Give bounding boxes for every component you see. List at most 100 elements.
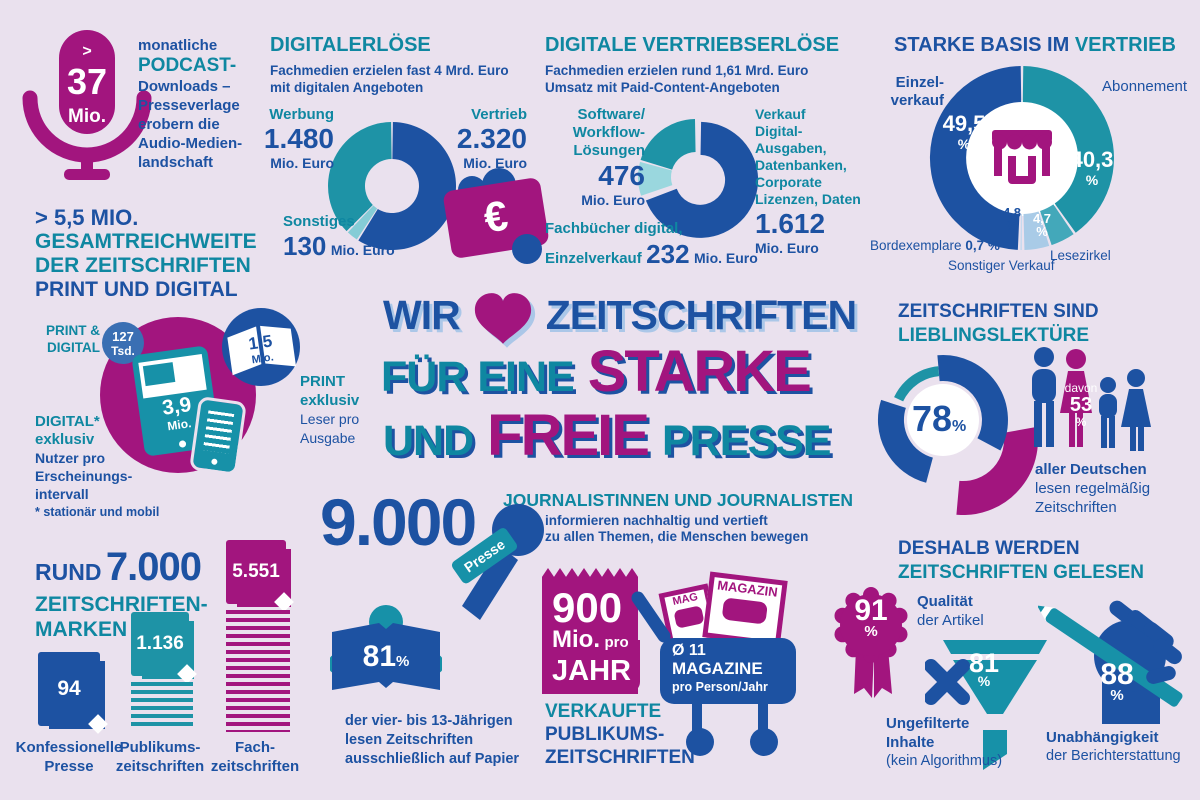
lesezirkel-pct-value: 4,7 [1032, 211, 1052, 226]
reichweite-h3: DER ZEITSCHRIFTEN [35, 254, 251, 277]
bordexemplare-label-text: Bordexemplare [870, 238, 962, 253]
ungefiltert-pct: 81 % [962, 650, 1006, 689]
podcast-gt: > [82, 43, 91, 60]
podcast-line: monatliche [138, 37, 218, 54]
einzelverkauf-label-1: Einzel- [895, 74, 944, 91]
label-line: Publikums- [119, 739, 201, 756]
basis-heading-2: VERTRIEB [1074, 34, 1176, 56]
verkauf-label: Verkauf [755, 106, 806, 122]
vertrieb-label-block: Vertrieb 2.320 Mio. Euro [445, 106, 527, 171]
digital-exklusiv-1: DIGITAL* [35, 413, 100, 430]
percent-sign: % [864, 623, 878, 640]
gruende-h2: ZEITSCHRIFTEN GELESEN [898, 562, 1144, 583]
lieblings-heading: ZEITSCHRIFTEN SIND LIEBLINGSLEKTÜRE [898, 300, 1099, 348]
slogan-zeitschriften: ZEITSCHRIFTEN [545, 292, 857, 338]
davon-value: 53 [1069, 394, 1093, 416]
print-digital-value: 127 [112, 329, 134, 344]
sonstiges-label: Sonstiges [283, 213, 355, 230]
digital-exklusiv-2: exklusiv [35, 431, 95, 448]
lieblings-pct-value: 78 [912, 398, 953, 439]
phone-icon [188, 396, 248, 476]
einzelverkauf-label: Einzel- verkauf [872, 74, 944, 110]
press-microphone-icon: Presse [451, 504, 544, 620]
slogan-fuer-eine: FÜR EINE [381, 353, 575, 401]
label-line: Fach- [234, 739, 275, 756]
unabhaengigkeit-pct-value: 88 [1100, 658, 1134, 691]
vertriebserloese-subtitle: Fachmedien erzielen rund 1,61 Mrd. Euro … [545, 62, 808, 96]
print-unit: Mio. [251, 351, 274, 366]
bordexemplare-value: 0,7 % [965, 238, 1000, 253]
subtitle-line: Fachmedien erzielen fast 4 Mrd. Euro [270, 63, 509, 78]
fachbuecher-label: Fachbücher digital, [545, 220, 683, 237]
lieblings-h1: ZEITSCHRIFTEN SIND [898, 301, 1099, 322]
qualitaet-pct: 91 % [845, 596, 897, 640]
cart-per-person: pro Person/Jahr [672, 680, 768, 694]
qualitaet-l1: Qualität [917, 593, 973, 610]
reichweite-heading: > 5,5 MIO. GESAMTREICHWEITE DER ZEITSCHR… [35, 206, 257, 302]
verkauf-l3: ZEITSCHRIFTEN [545, 747, 695, 768]
software-label: Lösungen [573, 142, 645, 159]
donut-segment-sonstiger-verkauf [1023, 211, 1050, 250]
slogan-line-3: UND FREIE PRESSE [383, 402, 831, 469]
unabhaengigkeit-l1: Unabhängigkeit [1046, 729, 1159, 746]
software-label-block: Software/ Workflow- Lösungen 476 Mio. Eu… [545, 106, 645, 208]
label-line: Konfessionelle [15, 739, 123, 756]
marken-heading-2: ZEITSCHRIFTEN- MARKEN [35, 592, 208, 642]
werbung-label: Werbung [269, 106, 334, 123]
donut-segment-vertrieb [358, 122, 457, 251]
phone-screen-lines [202, 410, 235, 454]
sonstiges-value: 130 [283, 231, 327, 261]
unabhaengigkeit-label: Unabhängigkeit der Berichterstattung [1046, 728, 1181, 766]
subtitle-line: informieren nachhaltig und vertieft [545, 513, 768, 528]
fachbuecher-value: 232 [646, 239, 690, 269]
journalisten-heading: JOURNALISTINNEN UND JOURNALISTEN [503, 490, 854, 510]
man-icon [1032, 347, 1056, 447]
kinder-pct: 81% [352, 640, 420, 674]
vertriebserloese-heading: DIGITALE VERTRIEBSERLÖSE [545, 34, 840, 56]
shopping-cart-icon [631, 591, 796, 756]
lieblings-gauge [877, 355, 1038, 515]
podcast-value: 37 [67, 61, 107, 102]
phone-button [210, 458, 218, 466]
davon-label: davon [1064, 381, 1098, 395]
percent-sign: % [1110, 687, 1124, 704]
coin-icon [512, 234, 542, 264]
verkauf-label: Lizenzen, Daten [755, 191, 861, 207]
software-label: Workflow- [572, 124, 645, 141]
percent-sign: % [396, 653, 410, 670]
cart-avg: Ø 11 [672, 642, 706, 659]
footnote: * stationär und mobil [35, 505, 160, 519]
kinder-t1: der vier- bis 13-Jährigen [345, 713, 513, 729]
konfessionelle-book-icon: 94 [38, 652, 108, 734]
sonstiger-pct-value: 4,8 [1002, 205, 1022, 220]
print-exklusiv-1: PRINT [300, 373, 345, 390]
ungefiltert-l3: (kein Algorithmus) [886, 753, 1003, 769]
software-label: Software/ [577, 106, 645, 123]
digital-exklusiv-block: DIGITAL* exklusiv Nutzer pro Erscheinung… [35, 413, 132, 503]
donut-segment-werbung [328, 122, 392, 232]
funnel-icon [925, 640, 1047, 770]
donut-segment-verkauf-digital-ausgaben-datenbanken-corporate-lizenzen-daten [645, 121, 759, 238]
heart-icon [474, 293, 531, 344]
print-digital-label-1: PRINT & [46, 323, 100, 338]
cart-magazine: MAGAZINE [672, 659, 763, 678]
tablet-screen [138, 353, 207, 399]
print-value: 1,5 [247, 331, 273, 353]
fach-magazine-icon: 5.551 [226, 540, 294, 612]
subtitle-line: Umsatz mit Paid-Content-Angeboten [545, 80, 780, 95]
slogan-line-1: WIR ZEITSCHRIFTEN [383, 292, 857, 346]
podcast-line: erobern die [138, 116, 220, 133]
digital-exklusiv-3: Nutzer pro [35, 450, 105, 466]
fach-stack [226, 610, 290, 732]
slogan-starke: STARKE [587, 339, 812, 404]
werbung-label-block: Werbung 1.480 Mio. Euro [238, 106, 334, 171]
podcast-line: Presseverlage [138, 97, 240, 114]
publikums-stack [131, 682, 193, 730]
basis-heading-1: STARKE BASIS IM [894, 34, 1070, 56]
verkauf-value: 1.612 [755, 208, 826, 239]
publikums-value: 1.136 [136, 633, 184, 654]
ungefiltert-label: Ungefilterte Inhalte (kein Algorithmus) [886, 714, 1002, 771]
print-exklusiv-4: Ausgabe [300, 430, 356, 446]
einzelverkauf-pct: 49,5 % [938, 113, 990, 154]
